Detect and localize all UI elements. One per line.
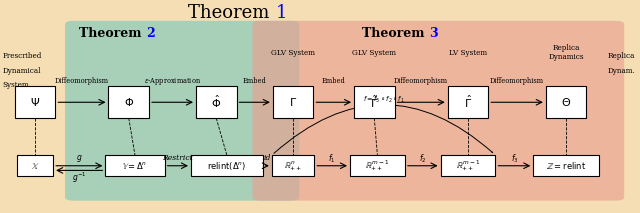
FancyBboxPatch shape <box>546 86 586 118</box>
FancyBboxPatch shape <box>191 155 263 176</box>
Text: GLV System: GLV System <box>271 49 315 56</box>
Text: $\Psi$: $\Psi$ <box>30 96 40 108</box>
Text: $\mathbb{X}$: $\mathbb{X}$ <box>31 161 40 171</box>
FancyBboxPatch shape <box>272 155 314 176</box>
Text: $\Theta$: $\Theta$ <box>561 96 571 108</box>
Text: Embed: Embed <box>322 77 346 85</box>
Text: $f_2$: $f_2$ <box>419 152 426 165</box>
FancyBboxPatch shape <box>533 155 599 176</box>
FancyBboxPatch shape <box>17 155 53 176</box>
Text: Restrict: Restrict <box>163 154 193 162</box>
FancyBboxPatch shape <box>106 155 164 176</box>
Text: System: System <box>3 81 29 89</box>
FancyArrowPatch shape <box>274 105 493 153</box>
Text: $f_1$: $f_1$ <box>328 152 336 165</box>
Text: GLV System: GLV System <box>352 49 396 56</box>
Text: $\tilde{\Gamma}$: $\tilde{\Gamma}$ <box>370 95 378 110</box>
Text: $\Gamma$: $\Gamma$ <box>289 96 297 108</box>
FancyBboxPatch shape <box>354 86 395 118</box>
Text: $\Phi$: $\Phi$ <box>124 96 134 108</box>
Text: Dynam.: Dynam. <box>608 66 636 75</box>
FancyBboxPatch shape <box>350 155 405 176</box>
Text: Diffeomorphism: Diffeomorphism <box>490 77 544 85</box>
Text: $\mathbb{R}^{m-1}_{++}$: $\mathbb{R}^{m-1}_{++}$ <box>456 158 480 173</box>
FancyBboxPatch shape <box>108 86 149 118</box>
Text: LV System: LV System <box>449 49 487 56</box>
Text: $\hat{\Phi}$: $\hat{\Phi}$ <box>211 94 221 111</box>
Text: Dynamical: Dynamical <box>3 66 41 75</box>
Text: 3: 3 <box>429 27 437 40</box>
FancyBboxPatch shape <box>273 86 314 118</box>
Text: Theorem: Theorem <box>188 4 276 22</box>
Text: $g$: $g$ <box>76 153 83 164</box>
Text: $\epsilon$-Approximation: $\epsilon$-Approximation <box>144 76 201 87</box>
FancyBboxPatch shape <box>196 86 237 118</box>
FancyBboxPatch shape <box>15 86 55 118</box>
Text: Replica: Replica <box>608 52 636 60</box>
Text: $\mathbb{R}^n_{++}$: $\mathbb{R}^n_{++}$ <box>284 159 302 173</box>
Text: id: id <box>264 154 271 162</box>
Text: $f_3$: $f_3$ <box>511 152 518 165</box>
Text: $\mathbb{Y}=\Delta^n$: $\mathbb{Y}=\Delta^n$ <box>122 160 148 171</box>
Text: Replica
Dynamics: Replica Dynamics <box>548 44 584 61</box>
Text: $\mathbb{R}^{m-1}_{++}$: $\mathbb{R}^{m-1}_{++}$ <box>365 158 390 173</box>
Text: 2: 2 <box>146 27 154 40</box>
FancyBboxPatch shape <box>252 21 624 201</box>
Text: Embed: Embed <box>243 77 266 85</box>
Text: Theorem: Theorem <box>362 27 429 40</box>
Text: $\mathbb{Z}=\mathrm{relint}$: $\mathbb{Z}=\mathrm{relint}$ <box>546 160 586 171</box>
FancyBboxPatch shape <box>65 21 300 201</box>
Text: $\mathrm{relint}(\Delta^n)$: $\mathrm{relint}(\Delta^n)$ <box>207 160 246 172</box>
Text: Prescribed: Prescribed <box>3 52 42 60</box>
Text: Theorem: Theorem <box>79 27 146 40</box>
FancyBboxPatch shape <box>440 155 495 176</box>
Text: $f = f_3 \circ f_2 \circ f_1$: $f = f_3 \circ f_2 \circ f_1$ <box>363 95 404 105</box>
Text: 1: 1 <box>276 4 287 22</box>
Text: Diffeomorphism: Diffeomorphism <box>394 77 448 85</box>
Text: $g^{-1}$: $g^{-1}$ <box>72 170 86 185</box>
FancyBboxPatch shape <box>448 86 488 118</box>
Text: $\hat{\Gamma}$: $\hat{\Gamma}$ <box>464 94 472 111</box>
Text: Diffeomorphism: Diffeomorphism <box>55 77 109 85</box>
